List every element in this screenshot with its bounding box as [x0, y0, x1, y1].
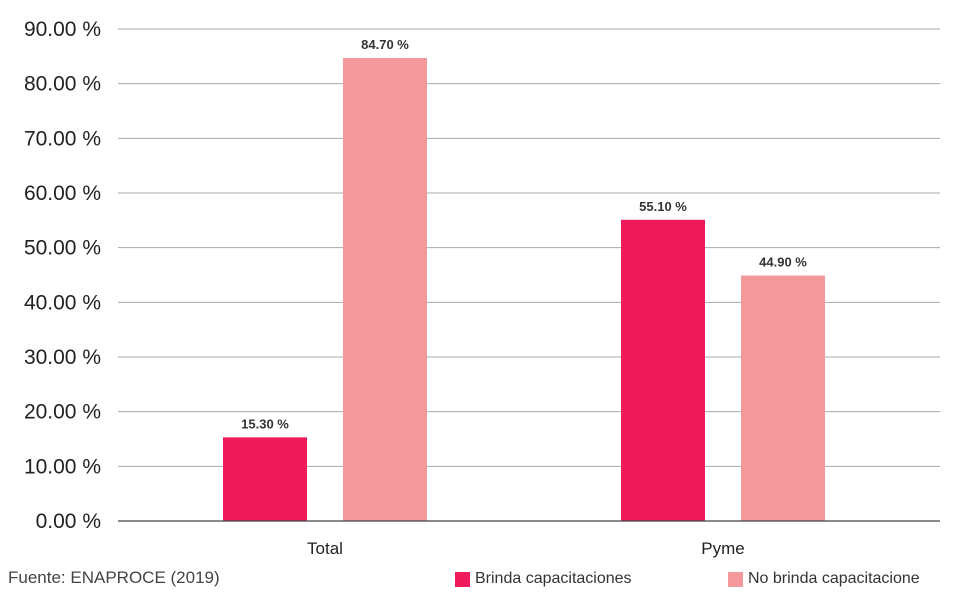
x-tick-label: Pyme [701, 539, 744, 558]
y-tick-label: 20.00 % [24, 401, 101, 424]
data-label: 84.70 % [361, 37, 409, 52]
legend-item-brinda: Brinda capacitaciones [455, 570, 632, 588]
y-tick-label: 90.00 % [24, 18, 101, 41]
y-tick-label: 60.00 % [24, 182, 101, 205]
legend-item-no-brinda: No brinda capacitacione [728, 570, 920, 588]
data-label: 55.10 % [639, 199, 687, 214]
data-labels: 15.30 % 84.70 % 55.10 % 44.90 % [241, 37, 807, 431]
x-axis: Total Pyme [118, 520, 940, 558]
legend-label-no-brinda: No brinda capacitacione [748, 570, 920, 587]
legend-label-brinda: Brinda capacitaciones [475, 570, 632, 587]
source-note: Fuente: ENAPROCE (2019) [8, 568, 220, 587]
data-label: 15.30 % [241, 416, 289, 431]
bar-chart: 0.00 % 10.00 % 20.00 % 30.00 % 40.00 % 50.00 … [24, 18, 940, 558]
y-tick-label: 80.00 % [24, 73, 101, 96]
bar-total-no-brinda [343, 57, 427, 522]
gridlines [118, 28, 940, 467]
y-tick-label: 50.00 % [24, 237, 101, 260]
y-tick-label: 30.00 % [24, 346, 101, 369]
y-tick-label: 10.00 % [24, 455, 101, 478]
bar-pyme-no-brinda [741, 275, 825, 521]
bar-total-brinda [223, 437, 307, 521]
data-label: 44.90 % [759, 255, 807, 270]
bars [223, 57, 825, 522]
x-tick-label: Total [307, 539, 343, 558]
y-tick-label: 0.00 % [36, 510, 101, 533]
legend-swatch-brinda [455, 571, 470, 587]
legend-swatch-no-brinda [728, 571, 743, 587]
y-tick-label: 70.00 % [24, 127, 101, 150]
bar-pyme-brinda [621, 219, 705, 521]
y-tick-label: 40.00 % [24, 291, 101, 314]
y-axis: 0.00 % 10.00 % 20.00 % 30.00 % 40.00 % 50.00 … [24, 18, 101, 533]
